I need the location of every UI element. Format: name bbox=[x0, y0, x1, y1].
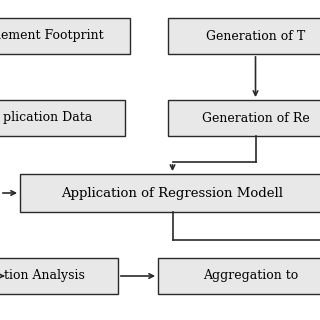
Text: plication Data: plication Data bbox=[3, 111, 92, 124]
Bar bbox=[0, 18, 130, 54]
Text: Application of Regression Modell: Application of Regression Modell bbox=[61, 187, 284, 199]
Bar bbox=[20, 174, 320, 212]
Text: Aggregation to: Aggregation to bbox=[203, 269, 298, 283]
Text: lement Footprint: lement Footprint bbox=[0, 29, 103, 43]
Bar bbox=[0, 258, 118, 294]
Bar bbox=[0, 100, 125, 136]
Bar bbox=[158, 258, 320, 294]
Bar bbox=[168, 18, 320, 54]
Text: Generation of T: Generation of T bbox=[206, 29, 305, 43]
Text: tion Analysis: tion Analysis bbox=[4, 269, 84, 283]
Text: Generation of Re: Generation of Re bbox=[202, 111, 309, 124]
Bar bbox=[168, 100, 320, 136]
